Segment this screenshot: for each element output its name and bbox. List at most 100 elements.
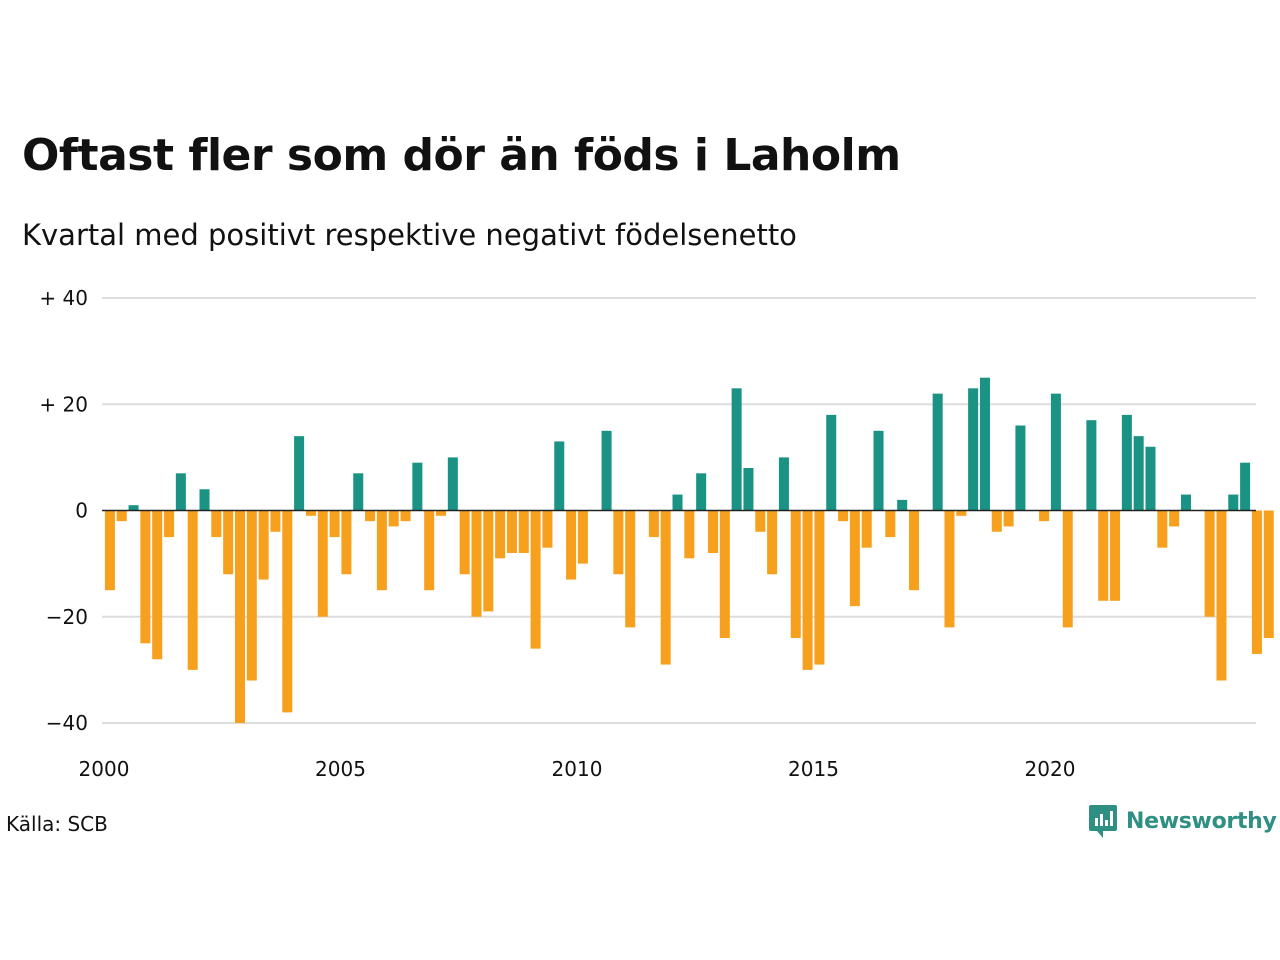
- bar-positive: [743, 468, 754, 511]
- bar-negative: [755, 510, 766, 532]
- bar-positive: [672, 494, 683, 511]
- bar-negative: [388, 510, 399, 527]
- bar-negative: [506, 510, 517, 553]
- bar-negative: [211, 510, 222, 538]
- bar-negative: [956, 510, 967, 516]
- y-tick-label: + 20: [39, 392, 88, 416]
- bar-positive: [826, 414, 837, 511]
- bar-positive: [696, 473, 707, 511]
- bar-negative: [140, 510, 151, 644]
- bar-negative: [1263, 510, 1274, 638]
- y-tick-label: 0: [75, 499, 88, 523]
- bar-positive: [731, 388, 742, 511]
- bar-negative: [459, 510, 470, 575]
- bar-positive: [873, 430, 884, 511]
- bar-negative: [1157, 510, 1168, 548]
- bar-negative: [258, 510, 269, 580]
- bar-positive: [175, 473, 186, 511]
- bar-negative: [1216, 510, 1227, 681]
- bar-positive: [1145, 446, 1156, 511]
- bar-negative: [1110, 510, 1121, 601]
- bar-negative: [234, 510, 245, 723]
- bar-positive: [1240, 462, 1251, 511]
- y-tick-label: + 40: [39, 286, 88, 310]
- x-tick-label: 2000: [79, 757, 130, 781]
- bar-negative: [104, 510, 115, 591]
- bar-positive: [199, 489, 210, 511]
- bar-positive: [294, 436, 305, 511]
- bar-positive: [1180, 494, 1191, 511]
- bar-negative: [861, 510, 872, 548]
- bar-positive: [1050, 393, 1061, 511]
- bar-negative: [164, 510, 175, 538]
- bar-negative: [1204, 510, 1215, 617]
- y-tick-label: −40: [46, 711, 88, 735]
- bar-negative: [1098, 510, 1109, 601]
- y-tick-label: −20: [46, 605, 88, 629]
- bar-negative: [885, 510, 896, 538]
- bar-positive: [447, 457, 458, 511]
- bar-positive: [1015, 425, 1026, 511]
- bar-negative: [542, 510, 553, 548]
- bar-negative: [648, 510, 659, 538]
- bar-negative: [684, 510, 695, 559]
- newsworthy-icon: [1089, 805, 1117, 838]
- bar-negative: [246, 510, 257, 681]
- bar-chart: + 40 + 20 0 −20 −40 2000 2005 2010 2015 2020: [39, 286, 1274, 781]
- bar-negative: [436, 510, 447, 516]
- bar-negative: [790, 510, 801, 638]
- bar-negative: [116, 510, 127, 522]
- bar-negative: [152, 510, 163, 660]
- bar-negative: [660, 510, 671, 665]
- bar-positive: [778, 457, 789, 511]
- bar-negative: [518, 510, 529, 553]
- bar-negative: [495, 510, 506, 559]
- bar-negative: [1251, 510, 1262, 654]
- bar-positive: [1086, 420, 1097, 511]
- bar-negative: [719, 510, 730, 638]
- bar-negative: [341, 510, 352, 575]
- bar-negative: [400, 510, 411, 522]
- bar-negative: [849, 510, 860, 607]
- source-note: Källa: SCB: [6, 812, 108, 836]
- bar-positive: [412, 462, 423, 511]
- bar-positive: [128, 505, 139, 511]
- bar-negative: [613, 510, 624, 575]
- bar-positive: [353, 473, 364, 511]
- bar-negative: [376, 510, 387, 591]
- bar-positive: [897, 499, 908, 511]
- bar-negative: [282, 510, 293, 713]
- bar-negative: [1169, 510, 1180, 527]
- bar-negative: [991, 510, 1002, 532]
- bar-negative: [317, 510, 328, 617]
- bar-positive: [1121, 414, 1132, 511]
- x-tick-label: 2005: [315, 757, 366, 781]
- bar-negative: [1062, 510, 1073, 628]
- bar-negative: [767, 510, 778, 575]
- brand-logo: Newsworthy: [1088, 804, 1277, 838]
- bar-negative: [530, 510, 541, 649]
- bar-negative: [365, 510, 376, 522]
- bar-negative: [329, 510, 340, 538]
- bar-positive: [968, 388, 979, 511]
- bar-negative: [424, 510, 435, 591]
- bar-negative: [802, 510, 813, 670]
- bar-positive: [932, 393, 943, 511]
- x-tick-label: 2015: [788, 757, 839, 781]
- bar-positive: [554, 441, 565, 511]
- bar-negative: [1039, 510, 1050, 522]
- bar-negative: [270, 510, 281, 532]
- bar-negative: [471, 510, 482, 617]
- bar-positive: [1228, 494, 1239, 511]
- bar-negative: [577, 510, 588, 564]
- bar-negative: [223, 510, 234, 575]
- bar-negative: [814, 510, 825, 665]
- bar-negative: [305, 510, 316, 516]
- bar-negative: [625, 510, 636, 628]
- bar-negative: [838, 510, 849, 522]
- bar-negative: [187, 510, 198, 670]
- x-tick-label: 2020: [1025, 757, 1076, 781]
- bar-negative: [483, 510, 494, 612]
- brand-name: Newsworthy: [1126, 808, 1277, 834]
- bar-positive: [1133, 436, 1144, 511]
